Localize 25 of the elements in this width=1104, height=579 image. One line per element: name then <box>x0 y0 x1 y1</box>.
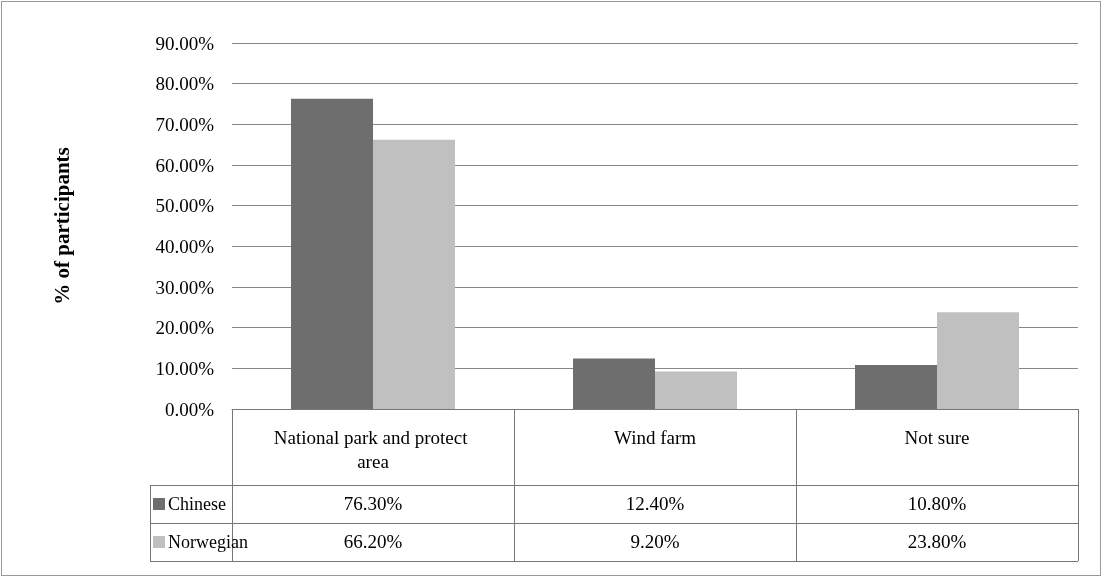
y-tick-label: 60.00% <box>155 154 215 176</box>
y-tick-label: 20.00% <box>155 317 215 339</box>
y-tick-label: 70.00% <box>155 113 215 135</box>
y-axis-title: % of participants <box>49 147 74 305</box>
x-tick-label: National park and protect area <box>273 426 473 472</box>
data-label: 23.80% <box>906 530 968 554</box>
y-tick-label: 50.00% <box>155 195 215 217</box>
data-label: 76.30% <box>342 492 404 516</box>
y-tick-label: 10.00% <box>155 357 215 379</box>
y-tick-label: 80.00% <box>155 73 215 95</box>
data-label: 66.20% <box>343 531 403 552</box>
y-tick-label: 30.00% <box>155 276 215 298</box>
x-tick-label: Wind farm <box>613 426 697 448</box>
x-tick-label: Not sure <box>904 426 970 448</box>
y-tick-label: 40.00% <box>155 235 215 257</box>
data-label: 9.20% <box>629 530 681 554</box>
data-label: 10.80% <box>906 492 968 516</box>
legend-label: Norwegian <box>168 531 248 553</box>
bar <box>937 312 1019 409</box>
y-tick-label: 90.00% <box>155 32 215 54</box>
y-tick-label: 0.00% <box>164 398 215 420</box>
legend-label: Chinese <box>168 493 226 515</box>
bar <box>373 139 455 409</box>
data-label: 12.40% <box>624 492 686 516</box>
bar <box>655 371 737 409</box>
